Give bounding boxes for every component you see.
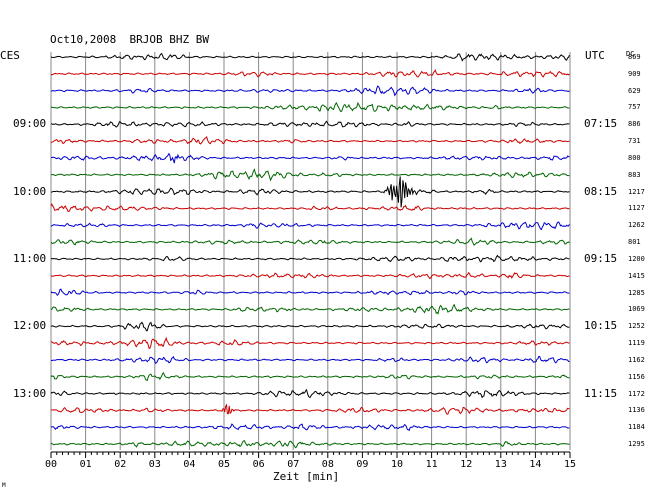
x-tick-label: 07 [287,459,300,470]
x-tick-label: 05 [218,459,231,470]
trace-row-18 [50,355,570,364]
trace-row-2 [50,85,570,97]
trace-row-21 [50,403,570,415]
x-tick-label: 01 [79,459,92,470]
x-tick-label: 09 [356,459,369,470]
trace-row-10 [50,221,570,231]
x-tick-label: 08 [321,459,334,470]
dc-value: 1415 [628,271,645,280]
right-hour-label: 07:15 [584,117,618,131]
dc-value: 869 [628,53,641,61]
x-tick-label: 06 [252,459,265,470]
trace-row-12 [50,254,570,263]
dc-value: 886 [628,120,641,129]
title-date: Oct10,2008 [50,33,117,46]
x-tick-label: 11 [425,459,438,470]
dc-value: 1136 [628,406,645,415]
trace-row-23 [50,440,570,449]
x-tick-label: 04 [183,459,196,470]
x-tick-label: 13 [494,459,507,470]
x-tick-label: 12 [460,459,473,470]
left-hour-label: 10:00 [13,184,47,198]
trace-row-20 [50,388,570,399]
dc-value: 801 [628,238,641,247]
x-axis [50,451,571,458]
trace-row-3 [50,101,570,113]
trace-row-16 [50,321,570,332]
dc-value: 1184 [628,423,645,432]
trace-row-7 [50,168,570,182]
trace-row-17 [50,336,570,350]
timezone-right-label: UTC [585,49,605,62]
dc-value: 1119 [628,339,645,348]
right-hour-label: 09:15 [584,251,618,265]
x-axis-label: Zeit [min] [273,470,340,483]
dc-value: 1262 [628,221,645,230]
trace-row-8 [50,176,570,208]
left-hour-label: 11:00 [13,251,47,265]
dc-value: 800 [628,153,641,162]
dc-value: 883 [628,170,641,179]
grid [50,52,571,450]
trace-row-0 [50,52,570,62]
trace-row-11 [50,237,570,246]
dc-value: 1162 [628,355,645,364]
right-hour-label: 10:15 [584,319,618,333]
right-hour-label: 08:15 [584,184,618,198]
x-tick-label: 15 [564,459,577,470]
left-hour-label: 12:00 [13,319,47,333]
right-hour-label: 11:15 [584,386,618,400]
title-station: BRJOB BHZ BW [129,33,209,46]
dc-value: 1285 [628,288,645,297]
trace-row-9 [50,203,570,213]
dc-value: 909 [628,69,641,78]
trace-row-4 [50,120,570,128]
dc-value: 1127 [628,204,645,213]
left-hour-label: 09:00 [13,117,47,131]
trace-row-19 [50,372,570,382]
chart-title: Oct10,2008 BRJOB BHZ BW [50,34,209,46]
x-tick-label: 14 [529,459,542,470]
trace-row-6 [50,152,570,164]
dc-value: 1172 [628,389,645,398]
dc-value: 757 [628,103,641,112]
x-tick-label: 10 [391,459,404,470]
left-hour-label: 13:00 [13,386,47,400]
trace-row-14 [50,288,570,296]
x-tick-label: 02 [114,459,127,470]
trace-row-13 [50,271,570,280]
corner-mark: M [2,482,6,489]
dc-value: 1156 [628,372,645,381]
x-tick-label: 03 [148,459,161,470]
dc-value: 629 [628,86,641,95]
dc-value: 1069 [628,305,645,314]
dc-value: 1252 [628,322,645,331]
dc-header-label: DC [626,50,635,58]
trace-row-1 [50,68,570,78]
timezone-left-label: CES [0,49,20,62]
traces [50,52,570,449]
trace-row-22 [50,423,570,432]
dc-value: 1200 [628,254,645,263]
trace-row-15 [50,303,570,315]
dc-value: 1295 [628,440,645,448]
dc-value: 731 [628,137,641,146]
x-tick-label: 00 [45,459,58,470]
dc-value: 1217 [628,187,645,196]
trace-row-5 [50,136,570,145]
